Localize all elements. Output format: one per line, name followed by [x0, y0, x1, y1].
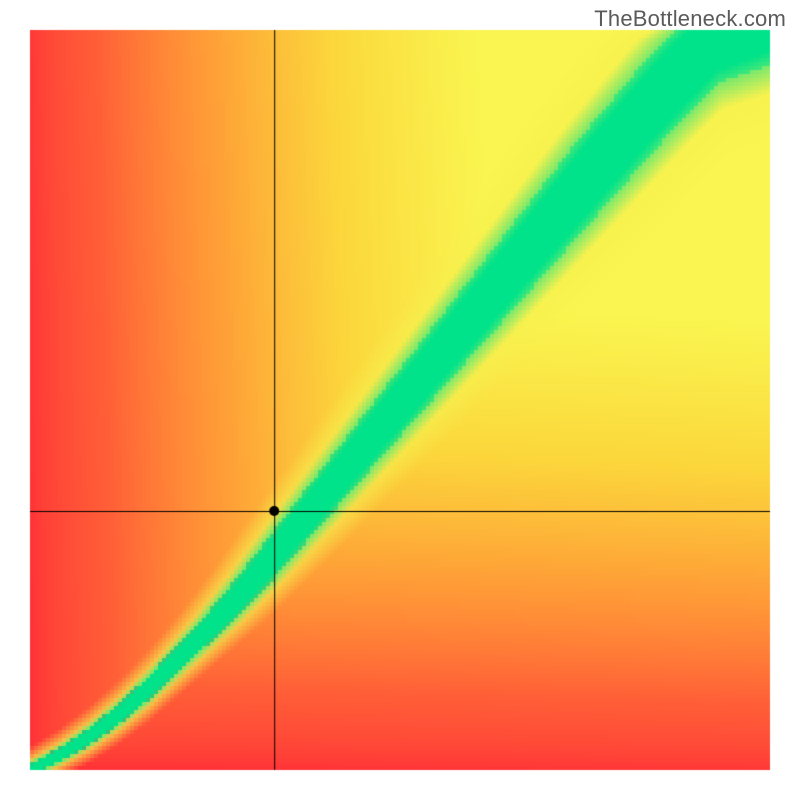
chart-container: TheBottleneck.com [0, 0, 800, 800]
bottleneck-heatmap-canvas [0, 0, 800, 800]
